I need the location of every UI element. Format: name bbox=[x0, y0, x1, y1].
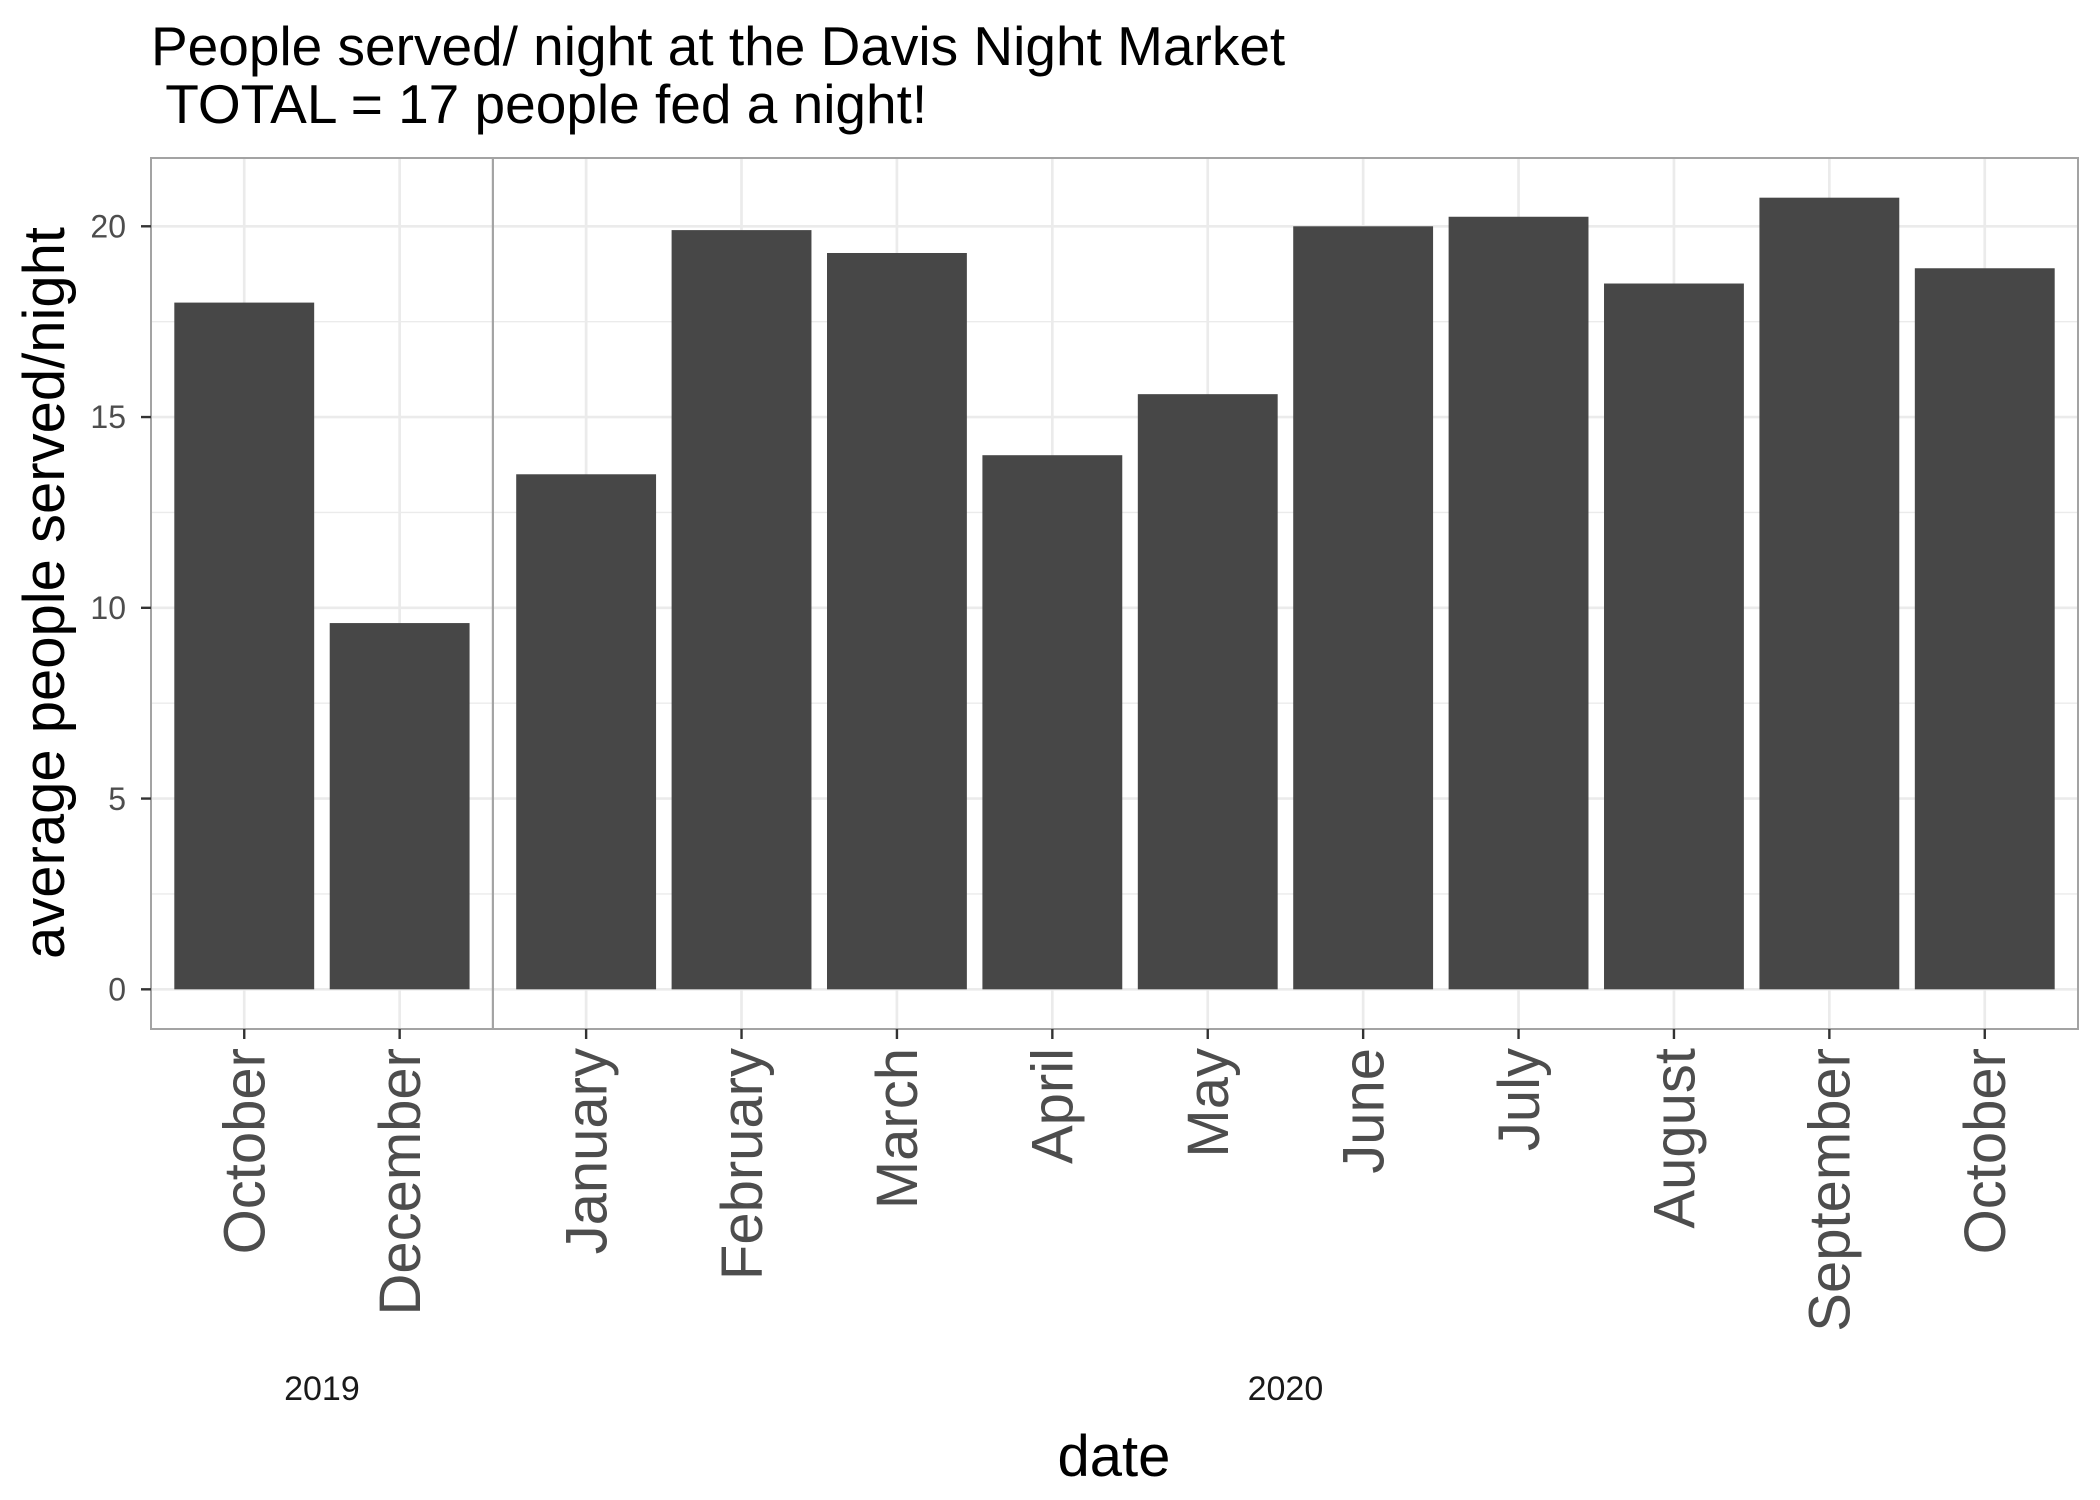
x-tick-label-2020-july: July bbox=[1487, 1048, 1552, 1151]
bar-2019-december bbox=[329, 623, 470, 990]
chart-title-line-2: TOTAL = 17 people fed a night! bbox=[151, 73, 927, 135]
bar-2020-january bbox=[516, 474, 657, 990]
x-tick-label-2020-may: May bbox=[1176, 1048, 1241, 1158]
facet-strip-label-2019: 2019 bbox=[284, 1370, 360, 1408]
facet-strip-label-2020: 2020 bbox=[1248, 1370, 1324, 1408]
x-tick-label-2020-march: March bbox=[865, 1048, 930, 1209]
bar-2020-july bbox=[1448, 216, 1589, 990]
y-tick-label-0: 0 bbox=[108, 972, 126, 1008]
y-axis-title: average people served/night bbox=[12, 227, 77, 959]
x-tick-label-2020-october: October bbox=[1953, 1048, 2018, 1254]
bar-2020-march bbox=[827, 252, 967, 990]
panel-border-2020 bbox=[491, 157, 2079, 1030]
bar-2020-october bbox=[1914, 268, 2055, 990]
y-tick-label-10: 10 bbox=[90, 590, 126, 626]
bars bbox=[174, 197, 2055, 990]
bar-2020-august bbox=[1604, 283, 1744, 990]
x-tick-label-2020-september: September bbox=[1798, 1048, 1863, 1332]
bar-2020-may bbox=[1137, 394, 1278, 990]
x-axis-title: date bbox=[1058, 1424, 1171, 1489]
x-tick-label-2020-june: June bbox=[1331, 1048, 1396, 1174]
axes: October December 2019 January February March A… bbox=[90, 208, 2018, 1408]
chart-title-line-1: People served/ night at the Davis Night … bbox=[151, 15, 1285, 77]
y-tick-label-15: 15 bbox=[90, 399, 126, 435]
bar-2020-september bbox=[1759, 197, 1900, 990]
x-tick-label-2019-december: December bbox=[368, 1048, 433, 1316]
x-tick-label-2020-august: August bbox=[1642, 1048, 1707, 1229]
bar-2020-june bbox=[1293, 226, 1434, 990]
bar-2020-april bbox=[982, 455, 1123, 990]
x-tick-label-2020-january: January bbox=[554, 1048, 619, 1254]
y-tick-label-20: 20 bbox=[90, 208, 126, 244]
x-tick-label-2020-february: February bbox=[710, 1048, 775, 1280]
y-tick-label-5: 5 bbox=[108, 781, 126, 817]
panel-borders bbox=[150, 157, 2079, 1030]
x-tick-label-2020-april: April bbox=[1021, 1048, 1086, 1164]
bar-2020-february bbox=[671, 230, 812, 990]
bar-2019-october bbox=[174, 302, 315, 990]
x-tick-label-2019-october: October bbox=[213, 1048, 278, 1254]
